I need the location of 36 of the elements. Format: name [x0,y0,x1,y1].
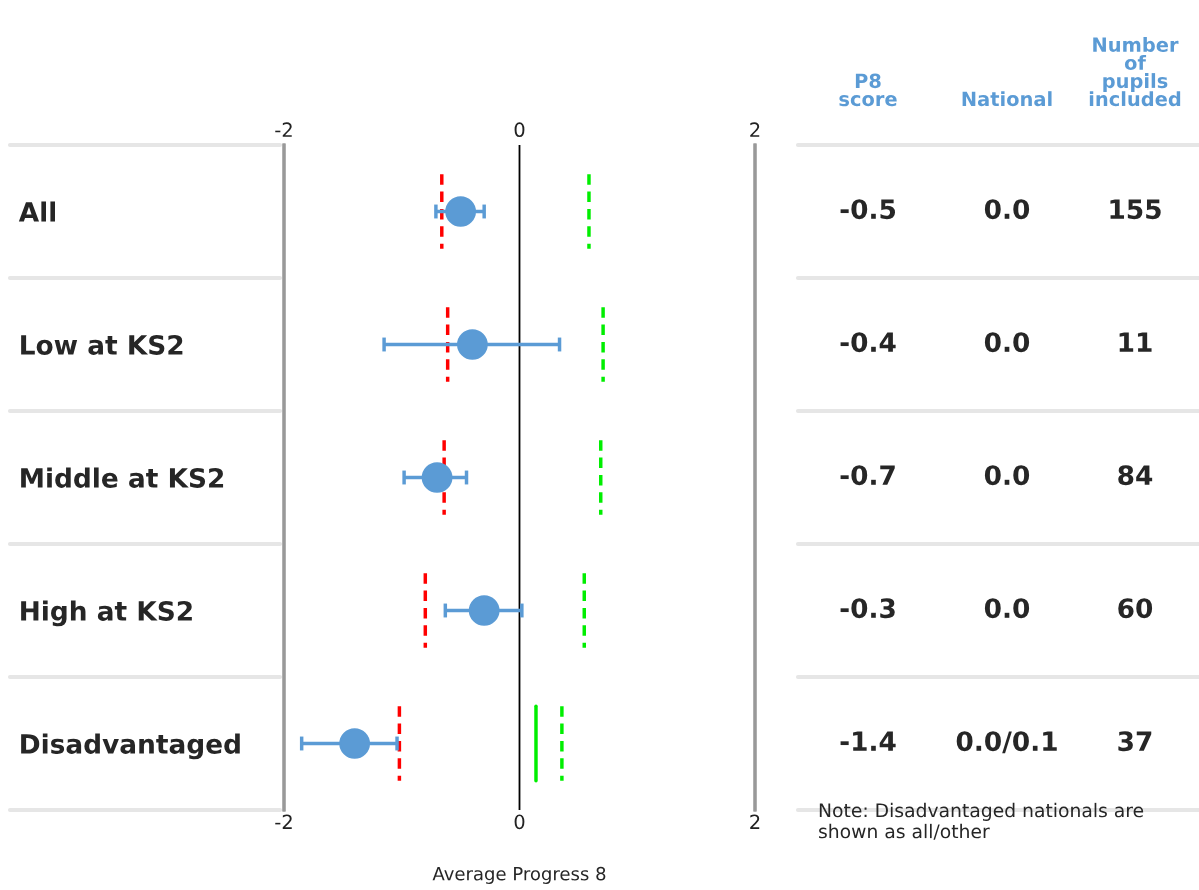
data-label: -0.4 [840,332,896,353]
y-tick-label: Middle at KS2 [21,467,224,488]
y-tick-label: Disadvantaged [21,733,240,760]
x-tick-label: 2 [750,814,760,829]
text: 84 [1118,465,1153,486]
text: 0.0 [984,332,1030,353]
text: 0.0 [984,465,1030,486]
x-tick-label: 0 [514,814,525,830]
text: Number of pupils included [1089,36,1181,107]
text: National [962,91,1052,107]
text: Note: Disadvantaged nationals are shown as all/other [819,802,1144,840]
text: 37 [1118,731,1152,752]
text: 0.0 [984,199,1030,220]
y-tick-label: All [18,201,56,222]
data-label: -0.7 [840,465,895,486]
point [339,728,371,759]
point [421,462,453,493]
data-label: -0.5 [840,199,896,220]
y-tick-label: Low at KS2 [21,334,183,355]
data-label: -1.4 [840,731,896,751]
text: 0.0/0.1 [956,731,1057,754]
x2-tick-label: -2 [275,122,292,137]
text: P8 score [839,73,897,107]
data-label: -0.3 [840,598,895,619]
text: 60 [1118,598,1153,619]
x-tick-label: -2 [275,814,292,829]
text: 11 [1119,332,1152,352]
text: 155 [1110,199,1161,220]
point [445,196,476,227]
point [468,595,500,626]
y-tick-label: High at KS2 [21,600,192,627]
x2-tick-label: 0 [514,122,525,138]
x-axis-title: Average Progress 8 [432,866,606,884]
x2-tick-label: 2 [750,122,760,137]
point [457,329,488,360]
text: 0.0 [984,598,1030,619]
